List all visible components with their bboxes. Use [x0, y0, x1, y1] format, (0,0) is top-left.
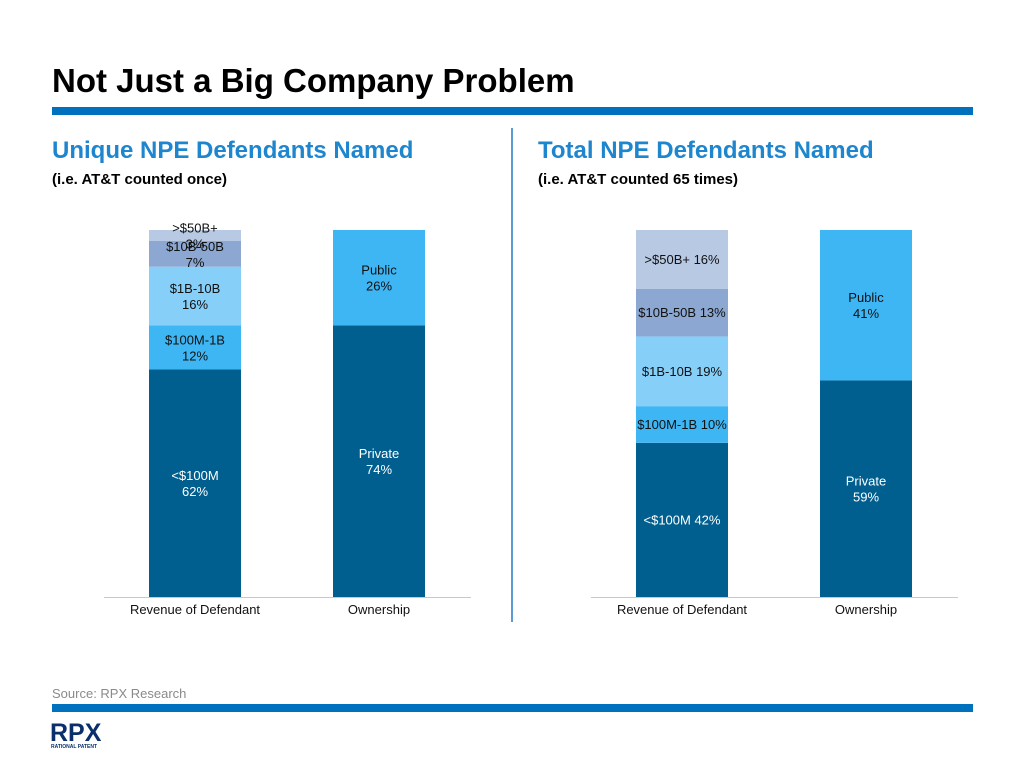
data-label-revenue-of-defendant-100m-1b: $100M-1B 12%: [165, 332, 225, 363]
data-label-revenue-of-defendant-10b-50b: $10B-50B 7%: [166, 239, 224, 270]
left-chart-heading: Unique NPE Defendants Named: [52, 137, 414, 164]
title-rule: [52, 107, 973, 115]
data-label-revenue-of-defendant-100m: <$100M 62%: [171, 468, 218, 499]
bar-segment-revenue-of-defendant-100m-1b: [636, 406, 728, 443]
bar-segment-revenue-of-defendant-10b-50b: [636, 288, 728, 337]
data-label-revenue-of-defendant-10b-50b: $10B-50B 13%: [638, 305, 726, 320]
left-chart-subheading: (i.e. AT&T counted once): [52, 171, 227, 188]
data-label-revenue-of-defendant-100m-1b: $100M-1B 10%: [637, 417, 727, 432]
bar-segment-revenue-of-defendant-1b-10b: [149, 266, 241, 326]
data-label-revenue-of-defendant-50b: >$50B+ 3%: [172, 221, 218, 252]
data-label-ownership-public: Public 41%: [848, 290, 884, 321]
logo-wordmark: RPX: [50, 719, 102, 747]
x-tick-label-revenue-of-defendant: Revenue of Defendant: [130, 602, 260, 617]
data-label-ownership-private: Private 74%: [359, 446, 399, 477]
bar-segment-revenue-of-defendant-1b-10b: [636, 336, 728, 407]
data-label-revenue-of-defendant-1b-10b: $1B-10B 16%: [170, 281, 221, 312]
bar-segment-revenue-of-defendant-10b-50b: [149, 241, 241, 267]
bar-segment-revenue-of-defendant-50b: [149, 230, 241, 242]
logo-tagline: RATIONAL PATENT: [51, 744, 97, 750]
bar-segment-ownership-public: [333, 230, 425, 326]
x-tick-label-ownership: Ownership: [835, 602, 897, 617]
x-tick-label-revenue-of-defendant: Revenue of Defendant: [617, 602, 747, 617]
bar-segment-revenue-of-defendant-100m: [636, 442, 728, 597]
footer-rule: [52, 704, 973, 712]
data-label-revenue-of-defendant-100m: <$100M 42%: [644, 512, 721, 527]
data-label-revenue-of-defendant-1b-10b: $1B-10B 19%: [642, 364, 723, 379]
total-defendants-chart: <$100M 42% $100M-1B 10% $1B-10B 19% $10B-50…: [591, 230, 958, 617]
bar-segment-revenue-of-defendant-50b: [636, 230, 728, 289]
source-note: Source: RPX Research: [52, 686, 187, 701]
data-label-revenue-of-defendant-50b: >$50B+ 16%: [644, 252, 720, 267]
right-chart-heading: Total NPE Defendants Named: [538, 137, 874, 164]
bar-segment-ownership-private: [333, 325, 425, 597]
page-title: Not Just a Big Company Problem: [52, 62, 575, 99]
right-chart-subheading: (i.e. AT&T counted 65 times): [538, 171, 739, 188]
bar-segment-revenue-of-defendant-100m: [149, 369, 241, 597]
bar-segment-ownership-private: [820, 380, 912, 597]
rpx-logo: RPX RATIONAL PATENT: [50, 719, 102, 750]
data-label-ownership-public: Public 26%: [361, 263, 397, 294]
data-label-ownership-private: Private 59%: [846, 474, 886, 505]
unique-defendants-chart: <$100M 62% $100M-1B 12% $1B-10B 16% $10B-50B 7%…: [104, 221, 471, 617]
x-tick-label-ownership: Ownership: [348, 602, 410, 617]
panel-divider: [511, 128, 513, 622]
bar-segment-ownership-public: [820, 230, 912, 381]
bar-segment-revenue-of-defendant-100m-1b: [149, 325, 241, 370]
